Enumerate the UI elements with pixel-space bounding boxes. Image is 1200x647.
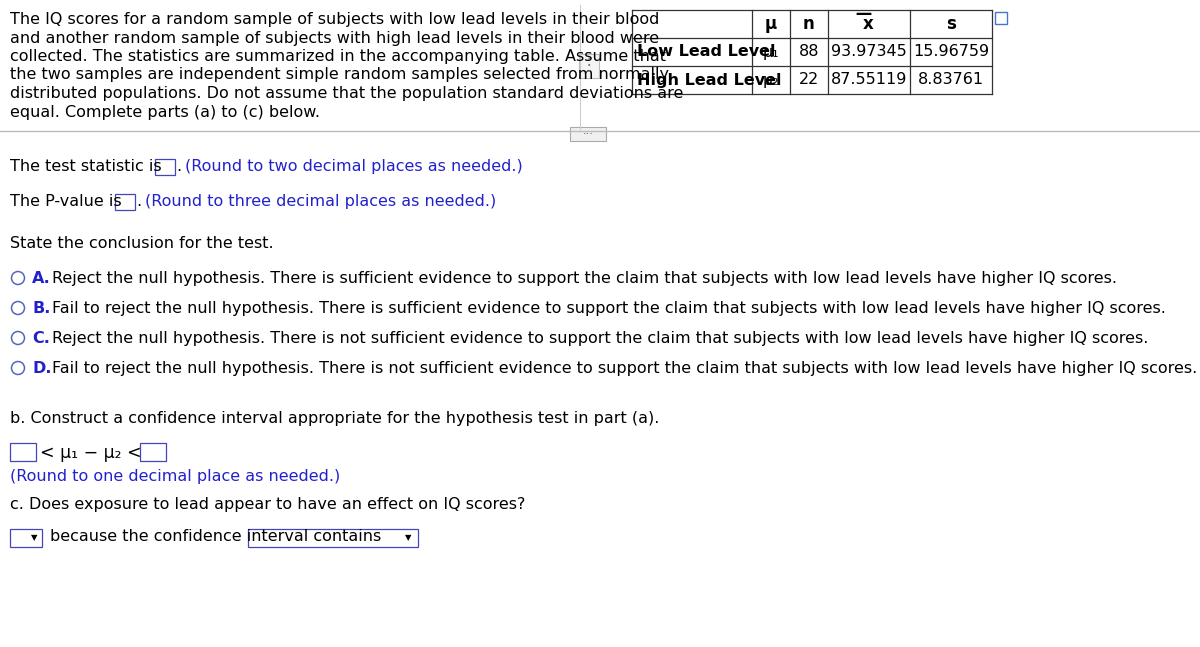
Text: 15.96759: 15.96759: [913, 45, 989, 60]
Text: μ₁: μ₁: [763, 45, 779, 60]
Text: 88: 88: [799, 45, 820, 60]
FancyBboxPatch shape: [570, 127, 606, 141]
FancyBboxPatch shape: [115, 194, 134, 210]
Text: (Round to three decimal places as needed.): (Round to three decimal places as needed…: [145, 194, 497, 209]
Text: The IQ scores for a random sample of subjects with low lead levels in their bloo: The IQ scores for a random sample of sub…: [10, 12, 659, 27]
Text: distributed populations. Do not assume that the population standard deviations a: distributed populations. Do not assume t…: [10, 86, 683, 101]
Text: ▼: ▼: [31, 534, 37, 542]
Text: (Round to one decimal place as needed.): (Round to one decimal place as needed.): [10, 469, 341, 484]
FancyBboxPatch shape: [248, 529, 418, 547]
Text: 8.83761: 8.83761: [918, 72, 984, 87]
Text: Reject the null hypothesis. There is sufficient evidence to support the claim th: Reject the null hypothesis. There is suf…: [52, 271, 1117, 286]
Text: Fail to reject the null hypothesis. There is not sufficient evidence to support : Fail to reject the null hypothesis. Ther…: [52, 361, 1198, 376]
Text: b. Construct a confidence interval appropriate for the hypothesis test in part (: b. Construct a confidence interval appro…: [10, 411, 659, 426]
Text: ͞x: ͞x: [864, 15, 875, 33]
Text: .: .: [137, 194, 148, 209]
FancyBboxPatch shape: [10, 443, 36, 461]
Text: The P-value is: The P-value is: [10, 194, 121, 209]
Text: μ₂: μ₂: [763, 72, 779, 87]
Text: equal. Complete parts (a) to (c) below.: equal. Complete parts (a) to (c) below.: [10, 105, 320, 120]
Text: ···: ···: [582, 129, 594, 139]
FancyBboxPatch shape: [580, 54, 599, 78]
Text: Low Lead Level: Low Lead Level: [637, 45, 775, 60]
Text: ▼: ▼: [404, 534, 412, 542]
Text: C.: C.: [32, 331, 50, 346]
Text: 87.55119: 87.55119: [830, 72, 907, 87]
Text: collected. The statistics are summarized in the accompanying table. Assume that: collected. The statistics are summarized…: [10, 49, 666, 64]
Text: and another random sample of subjects with high lead levels in their blood were: and another random sample of subjects wi…: [10, 30, 659, 45]
Text: B.: B.: [32, 301, 50, 316]
Text: s: s: [946, 15, 956, 33]
Text: (Round to two decimal places as needed.): (Round to two decimal places as needed.): [185, 159, 523, 174]
FancyBboxPatch shape: [155, 159, 175, 175]
Text: A.: A.: [32, 271, 50, 286]
Text: .: .: [178, 159, 187, 174]
Text: c. Does exposure to lead appear to have an effect on IQ scores?: c. Does exposure to lead appear to have …: [10, 497, 526, 512]
Text: D.: D.: [32, 361, 52, 376]
Text: < μ₁ − μ₂ <: < μ₁ − μ₂ <: [40, 444, 142, 462]
Text: the two samples are independent simple random samples selected from normally: the two samples are independent simple r…: [10, 67, 670, 83]
Text: ⋮: ⋮: [581, 56, 598, 74]
FancyBboxPatch shape: [995, 12, 1007, 24]
Text: μ: μ: [764, 15, 778, 33]
Text: The test statistic is: The test statistic is: [10, 159, 162, 174]
Text: 93.97345: 93.97345: [832, 45, 907, 60]
Text: Reject the null hypothesis. There is not sufficient evidence to support the clai: Reject the null hypothesis. There is not…: [52, 331, 1148, 346]
FancyBboxPatch shape: [140, 443, 166, 461]
Text: because the confidence interval contains: because the confidence interval contains: [50, 529, 382, 544]
FancyBboxPatch shape: [10, 529, 42, 547]
Text: n: n: [803, 15, 815, 33]
Text: 22: 22: [799, 72, 820, 87]
Text: Fail to reject the null hypothesis. There is sufficient evidence to support the : Fail to reject the null hypothesis. Ther…: [52, 301, 1166, 316]
Text: State the conclusion for the test.: State the conclusion for the test.: [10, 236, 274, 251]
Text: High Lead Level: High Lead Level: [637, 72, 781, 87]
